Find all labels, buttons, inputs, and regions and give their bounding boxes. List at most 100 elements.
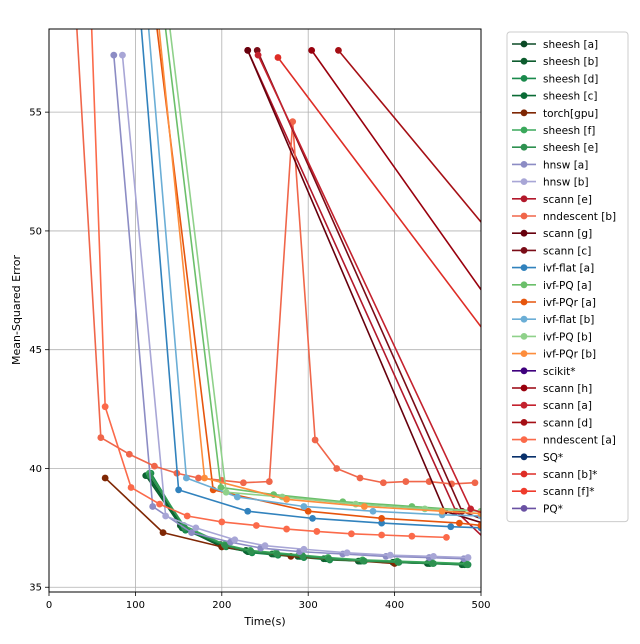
legend-item: ivf-PQ [a] (512, 280, 592, 292)
plot-frame (48, 28, 482, 593)
data-point (127, 484, 135, 491)
data-point (247, 548, 255, 556)
data-point (308, 46, 316, 54)
legend-label: scann [a] (543, 400, 592, 412)
data-point (464, 554, 472, 561)
legend-swatch-marker (520, 264, 528, 271)
legend-swatch-marker (520, 126, 528, 134)
data-point (408, 532, 416, 540)
legend-swatch-marker (520, 57, 528, 65)
legend-label: sheesh [f] (543, 125, 595, 137)
data-point (156, 500, 163, 508)
legend-label: nndescent [a] (543, 435, 616, 447)
data-point (183, 512, 191, 520)
data-point (192, 524, 200, 532)
data-point (304, 507, 312, 515)
data-point (369, 507, 377, 515)
data-point (313, 528, 321, 535)
legend-swatch-marker (520, 315, 528, 323)
legend-swatch-marker (520, 419, 528, 426)
legend-swatch-marker (520, 75, 528, 82)
data-point (182, 474, 190, 482)
legend-swatch-marker (520, 92, 528, 99)
legend-swatch-marker (520, 350, 528, 357)
series-23 (90, 29, 450, 541)
legend-item: SQ* (512, 452, 563, 464)
data-point (101, 474, 109, 482)
legend-item: ivf-PQr [b] (512, 349, 596, 361)
series-line (76, 29, 475, 485)
legend-label: scann [e] (543, 194, 592, 206)
data-point (119, 51, 126, 59)
data-point (195, 474, 202, 482)
data-point (188, 529, 195, 537)
legend-swatch-marker (520, 229, 528, 237)
legend-label: hnsw [a] (543, 159, 588, 171)
legend-item: ivf-PQ [b] (512, 331, 592, 343)
legend-swatch-marker (520, 453, 528, 461)
series-lines (76, 29, 481, 569)
data-point (149, 503, 157, 510)
legend-label: sheesh [d] (543, 73, 598, 85)
series-22 (335, 46, 481, 224)
series-line (311, 49, 481, 292)
legend-item: sheesh [d] (512, 73, 598, 85)
data-point (240, 479, 247, 487)
legend-label: ivf-PQr [a] (543, 297, 596, 309)
data-point (335, 46, 342, 54)
data-point (356, 474, 364, 482)
legend-item: scann [d] (512, 417, 592, 429)
x-axis-label: Time(s) (243, 615, 285, 628)
legend-item: sheesh [c] (512, 91, 597, 103)
legend-label: ivf-PQ [b] (543, 331, 592, 343)
data-point (162, 512, 170, 520)
data-point (386, 551, 394, 559)
series-18 (158, 29, 481, 518)
data-point (343, 549, 351, 557)
legend-swatch-marker (520, 470, 528, 478)
series-line (158, 29, 481, 515)
legend-label: scikit* (543, 366, 576, 378)
legend-label: sheesh [c] (543, 91, 597, 103)
legend-item: sheesh [a] (512, 39, 598, 51)
data-point (254, 51, 262, 59)
data-point (201, 474, 208, 482)
legend-swatch-marker (520, 143, 528, 151)
data-point (394, 558, 402, 566)
data-point (252, 522, 260, 529)
data-point (221, 542, 229, 550)
legend-label: torch[gpu] (543, 108, 598, 120)
data-point (218, 518, 226, 526)
legend-item: ivf-flat [b] (512, 314, 594, 326)
series-15 (156, 29, 481, 529)
legend-label: nndescent [b] (543, 211, 616, 223)
legend-swatch-marker (520, 333, 528, 340)
legend-label: hnsw [b] (543, 177, 589, 189)
legend-item: sheesh [f] (512, 125, 595, 137)
legend: sheesh [a] sheesh [b] sheesh [d] sheesh [c]… (506, 31, 629, 523)
data-point (360, 557, 367, 565)
data-point (101, 403, 109, 411)
series-10 (76, 29, 479, 488)
legend-item: scann [h] (512, 383, 592, 395)
legend-box (506, 31, 629, 523)
legend-swatch-marker (520, 40, 528, 48)
legend-swatch-marker (520, 298, 528, 306)
data-point (244, 46, 252, 54)
legend-item: nndescent [b] (512, 211, 616, 223)
x-tick-label: 500 (471, 600, 490, 611)
series-line (121, 55, 469, 559)
series-line (156, 29, 481, 527)
legend-item: hnsw [b] (512, 177, 589, 189)
y-tick-label: 40 (29, 464, 42, 475)
legend-label: scann [h] (543, 383, 592, 395)
data-point (360, 503, 368, 510)
data-point (273, 550, 281, 558)
legend-label: scann [g] (543, 228, 592, 240)
legend-swatch-marker (520, 401, 528, 409)
legend-item: scikit* (512, 366, 576, 378)
data-point (283, 495, 290, 503)
data-point (378, 514, 386, 522)
